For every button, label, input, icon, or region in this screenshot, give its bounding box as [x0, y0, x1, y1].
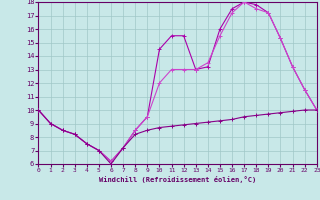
- X-axis label: Windchill (Refroidissement éolien,°C): Windchill (Refroidissement éolien,°C): [99, 176, 256, 183]
